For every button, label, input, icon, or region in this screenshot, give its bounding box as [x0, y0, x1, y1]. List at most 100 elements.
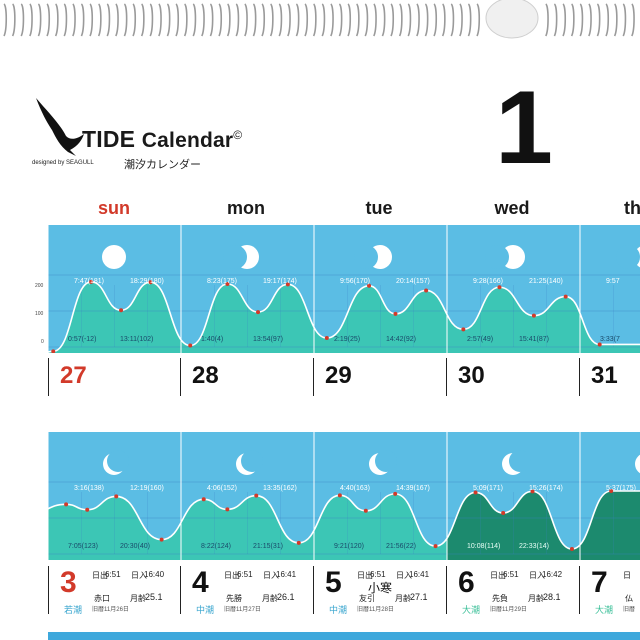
tide-label: 14:39(167): [396, 485, 430, 492]
date-31[interactable]: 31: [591, 362, 618, 389]
tide-label: 20:14(157): [396, 278, 430, 285]
rokuyo: 仏: [625, 594, 633, 603]
tide-label: 4:06(152): [207, 485, 237, 492]
divider: [579, 566, 580, 614]
tide-point: [225, 507, 230, 512]
moon-age: 25.1: [145, 592, 163, 602]
tide-label: 21:15(31): [253, 543, 283, 550]
tide-type: 大潮: [462, 605, 481, 615]
moon-shadow: [107, 450, 129, 472]
divider: [579, 358, 580, 396]
designed-by: designed by SEAGULL: [32, 160, 94, 166]
sunset-time: 16:40: [144, 570, 165, 579]
sunrise-time: 6:51: [370, 570, 386, 579]
moon-age-label: 月齢: [262, 594, 278, 603]
divider: [48, 566, 49, 614]
date-5[interactable]: 5: [325, 566, 342, 599]
tide-label: 20:30(40): [120, 543, 150, 550]
sunset-time: 16:41: [276, 570, 297, 579]
tide-label: 7:47(181): [74, 278, 104, 285]
tide-label: 7:05(123): [68, 543, 98, 550]
y-label-200: 200: [35, 283, 44, 289]
lunar-date: 旧暦: [623, 607, 636, 613]
tide-chart-week2: 3:16(138) 12:19(160) 7:05(123) 20:30(40) 4:0…: [48, 432, 640, 560]
tide-label: 9:28(166): [473, 278, 503, 285]
tide-point: [531, 313, 536, 318]
sunset-label: 日入: [529, 571, 545, 580]
moon-age: 28.1: [543, 592, 561, 602]
weekday-mon: mon: [227, 198, 265, 218]
date-27[interactable]: 27: [60, 362, 87, 389]
lunar-date: 旧暦11月27日: [224, 607, 261, 613]
date-29[interactable]: 29: [325, 362, 352, 389]
tide-point: [85, 507, 90, 512]
tide-point: [569, 546, 574, 551]
tide-label: 8:23(175): [207, 278, 237, 285]
tide-label: 8:22(124): [201, 543, 231, 550]
date-7[interactable]: 7: [591, 566, 608, 599]
tide-point: [324, 336, 329, 340]
tide-label: 15:41(87): [519, 336, 549, 343]
lunar-date: 旧暦11月28日: [357, 607, 394, 613]
tide-point: [393, 491, 398, 496]
sunrise-label: 日出: [490, 571, 506, 580]
tide-type: 若潮: [64, 605, 83, 615]
tide-point: [64, 502, 69, 507]
weekday-wed: wed: [494, 198, 530, 218]
tide-label: 19:17(174): [263, 278, 297, 285]
calendar-subtitle: 潮汐カレンダー: [124, 159, 201, 171]
sunrise-label: 日: [623, 571, 631, 580]
date-3[interactable]: 3: [60, 566, 77, 599]
sunrise-label: 日出: [224, 571, 240, 580]
y-label-0: 0: [41, 339, 44, 345]
tide-label: 10:08(114): [467, 543, 500, 550]
spiral-binding: [0, 0, 640, 40]
tide-label: 13:35(162): [263, 485, 297, 492]
tide-point: [433, 544, 438, 549]
tide-point: [89, 279, 94, 284]
moon-age-label: 月齢: [395, 594, 411, 603]
tide-point: [256, 310, 261, 315]
date-28[interactable]: 28: [192, 362, 219, 389]
tide-label: 15:26(174): [529, 485, 563, 492]
next-week-band: [48, 632, 640, 640]
date-4[interactable]: 4: [192, 566, 209, 599]
moon-shadow: [375, 450, 397, 472]
tide-type: 中潮: [329, 605, 348, 615]
moon-shadow: [354, 245, 378, 269]
tide-label: 3:33(7: [600, 336, 620, 343]
calendar-title: TIDE Calendar©: [82, 126, 243, 152]
tide-label: 0:57(-12): [68, 336, 96, 343]
date-30[interactable]: 30: [458, 362, 485, 389]
tide-point: [225, 282, 230, 286]
seagull-logo: [36, 98, 84, 156]
tide-label: 2:57(49): [467, 336, 493, 343]
tide-label: 9:56(170): [340, 278, 370, 285]
lunar-date: 旧暦11月29日: [490, 607, 527, 613]
divider: [180, 358, 181, 396]
tide-point: [424, 288, 429, 293]
solar-term: 小寒: [368, 581, 393, 595]
tide-point: [148, 280, 153, 285]
tide-point: [201, 497, 206, 502]
tide-label: 2:19(25): [334, 336, 360, 343]
moon-shadow: [485, 245, 509, 269]
sunset-time: 16:42: [542, 570, 563, 579]
tide-point: [530, 489, 535, 494]
lunar-date: 旧暦11月26日: [92, 607, 129, 613]
moon-shadow: [509, 450, 531, 472]
tide-label: 5:09(171): [473, 485, 503, 492]
moon-age-label: 月齢: [130, 594, 146, 603]
tide-label: 5:37(175): [606, 485, 636, 492]
sunset-label: 日入: [263, 571, 279, 580]
sunrise-time: 6:51: [237, 570, 253, 579]
hanger-hole: [485, 0, 539, 39]
tide-type: 中潮: [196, 605, 215, 615]
divider: [313, 566, 314, 614]
tide-label: 14:42(92): [386, 336, 416, 343]
date-6[interactable]: 6: [458, 566, 475, 599]
moon-age: 27.1: [410, 592, 428, 602]
tide-point: [461, 327, 466, 332]
tide-point: [285, 282, 290, 287]
tide-point: [296, 540, 301, 545]
